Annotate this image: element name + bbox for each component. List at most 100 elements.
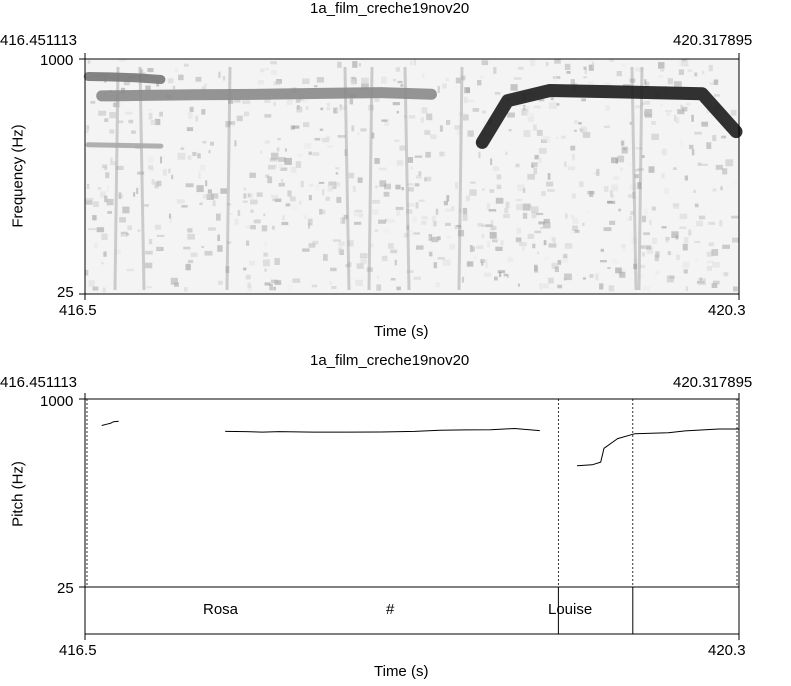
spectrogram-noise-cell xyxy=(503,273,508,277)
spectrogram-noise-cell xyxy=(119,217,126,223)
spectrogram-noise-cell xyxy=(177,199,185,204)
spectrogram-noise-cell xyxy=(674,114,677,122)
spectrogram-noise-cell xyxy=(446,120,451,125)
spectrogram-noise-cell xyxy=(285,203,291,207)
spectrogram-noise-cell xyxy=(454,125,461,130)
spectrogram-noise-cell xyxy=(621,63,626,67)
spectrogram-noise-cell xyxy=(476,245,484,249)
spectrogram-noise-cell xyxy=(627,163,633,166)
spectrogram-noise-cell xyxy=(666,275,674,283)
spectrogram-transient-streak xyxy=(637,66,644,291)
spectrogram-noise-cell xyxy=(273,81,281,86)
spectrogram-noise-cell xyxy=(701,163,708,166)
spectrogram-noise-cell xyxy=(253,219,261,224)
spectrogram-noise-cell xyxy=(489,232,497,239)
spectrogram-noise-cell xyxy=(548,102,557,109)
spectrogram-noise-cell xyxy=(396,160,404,166)
spectrogram-noise-cell xyxy=(612,185,618,192)
spectrogram-noise-cell xyxy=(86,125,90,130)
spectrogram-noise-cell xyxy=(466,261,474,267)
spectrogram-noise-cell xyxy=(305,106,309,110)
spectrogram-noise-cell xyxy=(149,167,155,172)
spectrogram-noise-cell xyxy=(341,217,346,224)
spectrogram-noise-cell xyxy=(338,136,342,140)
spectrogram-noise-cell xyxy=(271,194,279,199)
spectrogram-noise-cell xyxy=(104,166,108,171)
spectrogram-noise-cell xyxy=(428,236,431,239)
spectrogram-noise-cell xyxy=(319,209,326,214)
spectrogram-noise-cell xyxy=(507,112,515,118)
spectrogram-noise-cell xyxy=(222,76,226,81)
spectrogram-noise-cell xyxy=(499,272,502,277)
spectrogram-noise-cell xyxy=(464,96,468,104)
spectrogram-transient-streak xyxy=(457,66,464,291)
spectrogram-noise-cell xyxy=(582,222,585,226)
spectrogram-noise-cell xyxy=(292,278,301,283)
spectrogram-noise-cell xyxy=(629,216,632,221)
spectrogram-noise-cell xyxy=(679,213,688,220)
spectrogram-noise-cell xyxy=(527,233,535,239)
spectrogram-noise-cell xyxy=(607,200,613,203)
spectrogram-noise-cell xyxy=(527,117,534,122)
spectrogram-range-end: 420.317895 xyxy=(673,32,753,49)
spectrogram-noise-cell xyxy=(93,201,99,207)
spectrogram-noise-cell xyxy=(150,120,157,125)
spectrogram-noise-cell xyxy=(400,84,404,87)
spectrogram-noise-cell xyxy=(574,129,577,132)
spectrogram-noise-cell xyxy=(649,219,652,226)
spectrogram-noise-cell xyxy=(494,92,501,95)
spectrogram-noise-cell xyxy=(658,62,665,69)
spectrogram-x-tick-start: 416.5 xyxy=(59,302,97,319)
spectrogram-noise-cell xyxy=(126,233,130,236)
spectrogram-noise-cell xyxy=(467,99,474,103)
spectrogram-noise-cell xyxy=(226,203,232,206)
spectrogram-noise-cell xyxy=(316,77,325,83)
spectrogram-noise-cell xyxy=(358,63,361,67)
spectrogram-noise-cell xyxy=(284,148,287,152)
spectrogram-noise-cell xyxy=(641,102,644,106)
spectrogram-noise-cell xyxy=(246,240,250,246)
spectrogram-noise-cell xyxy=(308,243,316,248)
spectrogram-noise-cell xyxy=(270,279,279,284)
spectrogram-noise-cell xyxy=(536,129,543,136)
spectrogram-noise-cell xyxy=(395,67,401,72)
spectrogram-noise-cell xyxy=(489,227,495,235)
spectrogram-noise-cell xyxy=(190,252,198,257)
spectrogram-noise-cell xyxy=(382,255,388,258)
spectrogram-noise-cell xyxy=(115,249,121,255)
spectrogram-noise-cell xyxy=(635,105,642,109)
spectrogram-noise-cell xyxy=(368,104,374,111)
spectrogram-noise-cell xyxy=(527,174,535,180)
spectrogram-noise-cell xyxy=(394,139,400,142)
spectrogram-noise-cell xyxy=(217,245,223,252)
spectrogram-noise-cell xyxy=(336,196,342,203)
spectrogram-noise-cell xyxy=(145,250,153,255)
spectrogram-noise-cell xyxy=(685,265,689,271)
spectrogram-noise-cell xyxy=(632,258,637,264)
spectrogram-noise-cell xyxy=(228,121,236,125)
spectrogram-noise-cell xyxy=(669,275,675,279)
spectrogram-noise-cell xyxy=(131,130,136,134)
spectrogram-noise-cell xyxy=(85,197,93,204)
spectrogram-noise-cell xyxy=(516,227,522,234)
spectrogram-noise-cell xyxy=(145,262,153,269)
spectrogram-noise-cell xyxy=(328,181,337,186)
spectrogram-noise-cell xyxy=(510,84,518,91)
spectrogram-noise-cell xyxy=(322,189,325,196)
spectrogram-noise-cell xyxy=(348,172,355,179)
spectrogram-noise-cell xyxy=(403,115,408,118)
spectrogram-noise-cell xyxy=(350,78,356,86)
spectrogram-noise-cell xyxy=(298,154,303,157)
spectrogram-noise-cell xyxy=(395,184,401,190)
spectrogram-noise-cell xyxy=(483,272,492,277)
spectrogram-noise-cell xyxy=(392,78,397,82)
spectrogram-noise-cell xyxy=(565,213,568,219)
spectrogram-noise-cell xyxy=(272,198,275,201)
spectrogram-noise-cell xyxy=(722,244,730,249)
spectrogram-noise-cell xyxy=(421,215,428,220)
spectrogram-noise-cell xyxy=(689,144,694,150)
spectrogram-transient-streak xyxy=(343,66,351,291)
spectrogram-noise-cell xyxy=(428,251,433,257)
spectrogram-noise-cell xyxy=(414,183,420,187)
spectrogram-noise-cell xyxy=(481,224,486,227)
